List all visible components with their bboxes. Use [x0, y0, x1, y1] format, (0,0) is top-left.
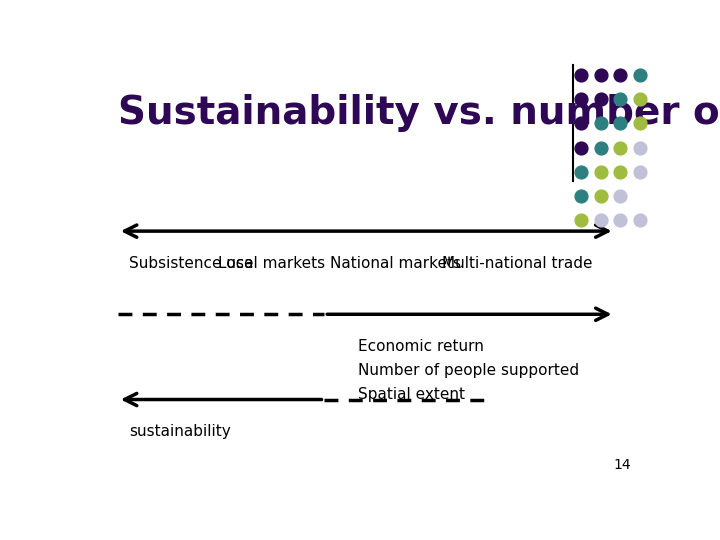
Point	[634, 167, 645, 176]
Text: Spatial extent: Spatial extent	[358, 388, 465, 402]
Point	[575, 192, 587, 200]
Point	[575, 215, 587, 224]
Point	[634, 143, 645, 152]
Point	[614, 167, 626, 176]
Point	[595, 119, 606, 128]
Text: Subsistence use: Subsistence use	[129, 256, 253, 271]
Text: Multi-national trade: Multi-national trade	[441, 256, 592, 271]
Point	[575, 119, 587, 128]
Point	[634, 119, 645, 128]
Point	[614, 71, 626, 79]
Point	[595, 167, 606, 176]
Point	[614, 192, 626, 200]
Text: 14: 14	[613, 458, 631, 472]
Point	[614, 143, 626, 152]
Point	[575, 143, 587, 152]
Text: Economic return: Economic return	[358, 339, 484, 354]
Text: sustainability: sustainability	[129, 424, 231, 440]
Point	[634, 215, 645, 224]
Point	[595, 71, 606, 79]
Point	[575, 71, 587, 79]
Point	[634, 95, 645, 104]
Point	[595, 215, 606, 224]
Text: Sustainability vs. number of people: Sustainability vs. number of people	[118, 94, 720, 132]
Point	[575, 95, 587, 104]
Text: Local markets: Local markets	[218, 256, 325, 271]
Point	[614, 119, 626, 128]
Point	[595, 143, 606, 152]
Point	[614, 95, 626, 104]
Point	[634, 71, 645, 79]
Point	[614, 215, 626, 224]
Point	[595, 95, 606, 104]
Point	[595, 192, 606, 200]
Text: National markets: National markets	[330, 256, 461, 271]
Point	[575, 167, 587, 176]
Text: Number of people supported: Number of people supported	[358, 363, 579, 379]
